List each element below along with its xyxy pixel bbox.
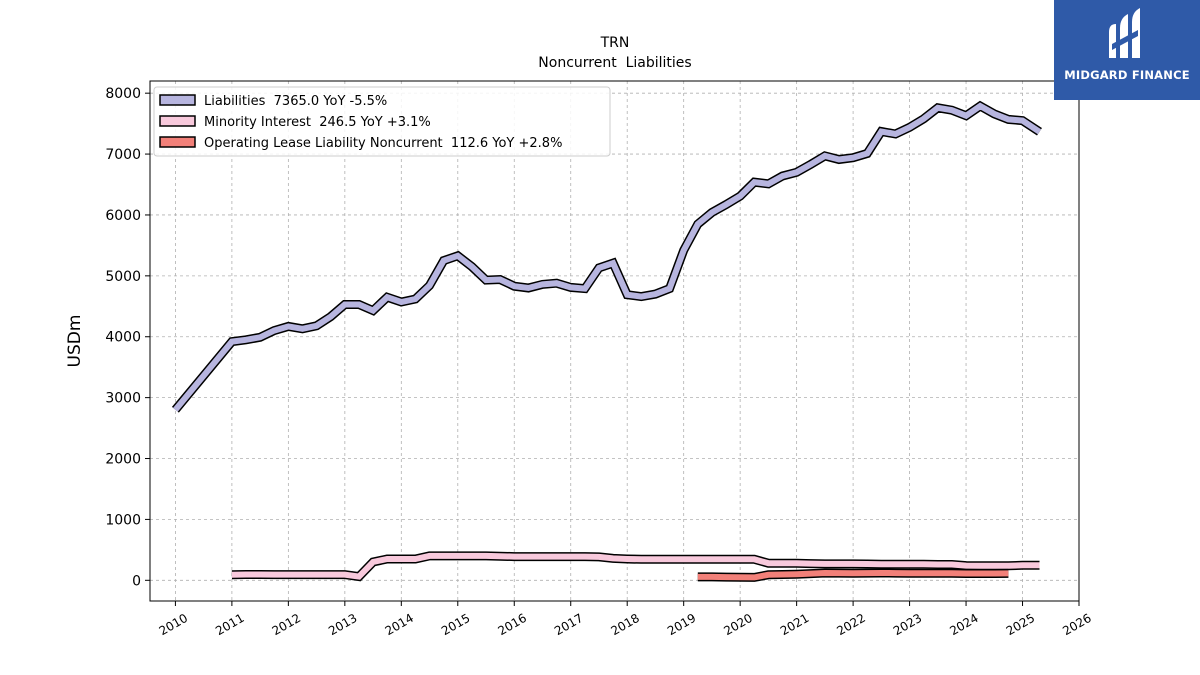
x-tick-label: 2026 [1060, 611, 1093, 638]
logo-text: MIDGARD FINANCE [1064, 68, 1190, 82]
legend-swatch [159, 136, 196, 148]
x-tick-label: 2025 [1004, 611, 1037, 638]
y-tick-label: 6000 [105, 208, 141, 224]
x-tick-label: 2012 [270, 611, 303, 638]
y-tick-label: 7000 [105, 147, 141, 163]
x-tick-label: 2023 [891, 611, 924, 638]
legend-label: Liabilities 7365.0 YoY -5.5% [204, 94, 387, 109]
x-tick-label: 2014 [383, 611, 416, 638]
y-tick-label: 5000 [105, 269, 141, 285]
y-axis-label: USDm [65, 315, 85, 368]
x-tick-label: 2022 [834, 611, 867, 638]
chart-title: TRN [600, 35, 630, 51]
legend-swatch [159, 94, 196, 106]
series-line-minority-interest [231, 552, 1040, 580]
x-tick-label: 2019 [665, 611, 698, 638]
x-tick-label: 2018 [608, 611, 641, 638]
x-tick-label: 2017 [552, 611, 585, 638]
legend: Liabilities 7365.0 YoY -5.5% Minority Int… [153, 86, 611, 157]
series-layer [171, 100, 1042, 582]
y-tick-label: 2000 [105, 452, 141, 468]
series-line-liabilities [173, 102, 1042, 412]
x-tick-label: 2011 [213, 611, 246, 638]
x-tick-label: 2021 [778, 611, 811, 638]
x-tick-label: 2015 [439, 611, 472, 638]
x-tick-label: 2013 [326, 611, 359, 638]
axis-ticks: 2010 2011 2012 2013 2014 2015 2016 2017 2018 2019… [105, 86, 1093, 638]
chart-subtitle: Noncurrent Liabilities [538, 55, 691, 71]
x-tick-label: 2016 [496, 611, 529, 638]
legend-label: Operating Lease Liability Noncurrent 112… [204, 136, 562, 151]
grid [150, 81, 1080, 601]
x-tick-label: 2020 [721, 611, 754, 638]
plot-frame [149, 80, 1080, 602]
x-tick-label: 2024 [947, 611, 980, 638]
y-tick-label: 4000 [105, 330, 141, 346]
logo-mark-icon [1109, 8, 1140, 58]
y-tick-label: 3000 [105, 391, 141, 407]
y-tick-label: 8000 [105, 86, 141, 102]
legend-swatch [159, 115, 196, 127]
series-line-operating-lease-liability-noncurrent [697, 569, 1009, 581]
y-tick-label: 0 [132, 573, 141, 589]
y-tick-label: 1000 [105, 512, 141, 528]
brand-logo: MIDGARD FINANCE [1054, 0, 1200, 100]
x-tick-label: 2010 [157, 611, 190, 638]
legend-frame [153, 86, 611, 157]
legend-label: Minority Interest 246.5 YoY +3.1% [204, 115, 431, 130]
